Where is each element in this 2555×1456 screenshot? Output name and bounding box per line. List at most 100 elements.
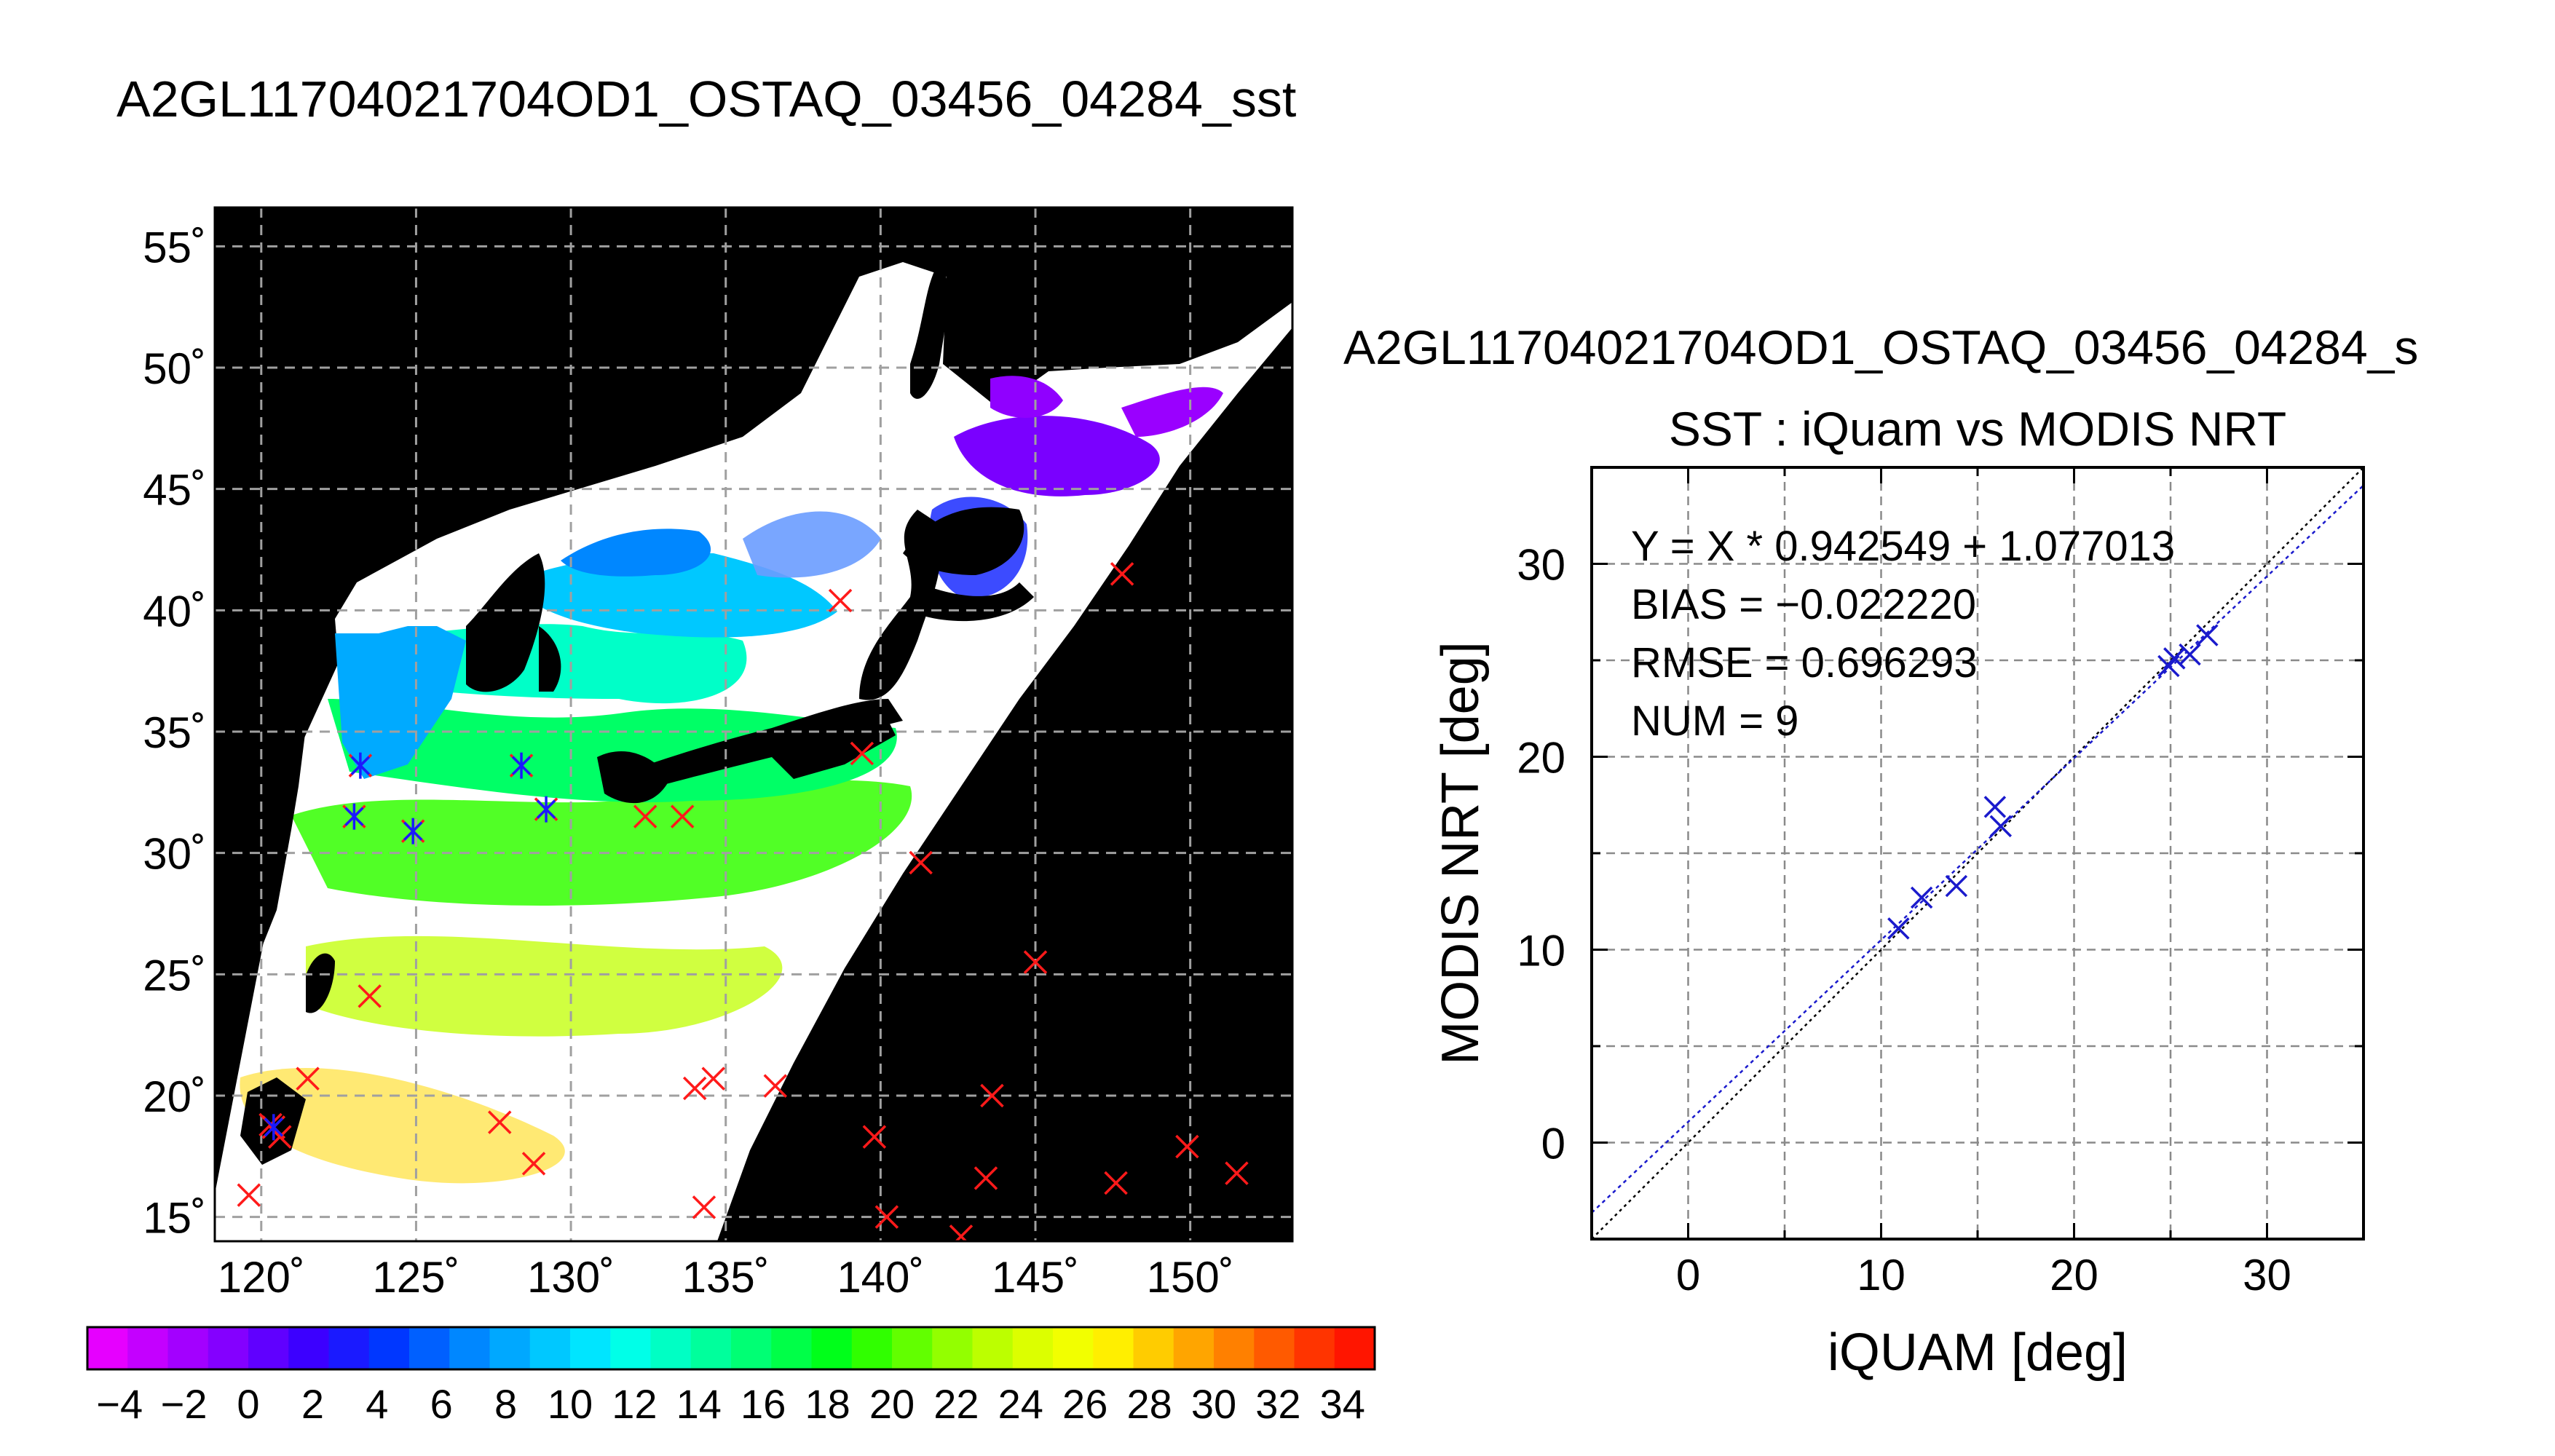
buoy-marker (237, 1183, 261, 1207)
colorbar-tick-label: −4 (96, 1381, 143, 1427)
longitude-tick-label: 130˚ (527, 1253, 615, 1302)
scatter-y-axis-label: MODIS NRT [deg] (1431, 641, 1490, 1065)
buoy-marker (682, 1076, 707, 1101)
colorbar: −4 −2 0 2 4 6 8 10 12 14 16 18 20 22 24 26 28 30 32 34 (86, 1326, 1376, 1427)
scatter-point (2179, 643, 2201, 666)
colorbar-tick-label: 30 (1191, 1381, 1236, 1427)
stats-annotation: BIAS = −0.022220 (1631, 581, 1976, 628)
scatter-points (1887, 624, 2219, 940)
colorbar-tick-label: 18 (805, 1381, 850, 1427)
buoy-marker (1175, 1134, 1199, 1159)
colorbar-tick-label: 22 (933, 1381, 979, 1427)
colorbar-tick-label: 32 (1255, 1381, 1300, 1427)
colorbar-frame (86, 1326, 1376, 1371)
scatter-y-tick-labels: 0 10 20 30 (1517, 541, 1565, 1168)
colorbar-tick-label: 6 (430, 1381, 453, 1427)
longitude-tick-labels: 120˚ 125˚ 130˚ 135˚ 140˚ 145˚ 150˚ (218, 1253, 1234, 1302)
colorbar-swatch (1294, 1327, 1335, 1369)
colorbar-swatch (409, 1327, 451, 1369)
matched-buoy-marker (344, 803, 364, 830)
latitude-tick-label: 40˚ (143, 587, 206, 636)
colorbar-swatch (167, 1327, 209, 1369)
matched-buoy-marker (536, 796, 556, 823)
buoy-marker (874, 1205, 899, 1229)
colorbar-swatch (731, 1327, 773, 1369)
colorbar-swatch (208, 1327, 249, 1369)
buoy-markers (237, 562, 1249, 1241)
scatter-tick-marks (1590, 466, 2365, 1241)
stats-annotations: Y = X * 0.942549 + 1.077013 BIAS = −0.022… (1631, 523, 2175, 745)
buoy-marker (828, 588, 853, 613)
map-frame (213, 206, 1294, 1243)
buoy-marker (296, 1067, 320, 1091)
latitude-tick-label: 15˚ (143, 1194, 206, 1243)
colorbar-tick-label: 28 (1126, 1381, 1172, 1427)
stats-annotation: RMSE = 0.696293 (1631, 639, 1978, 687)
colorbar-swatch (449, 1327, 491, 1369)
latitude-tick-label: 25˚ (143, 951, 206, 1000)
colorbar-swatch (972, 1327, 1014, 1369)
buoy-marker (521, 1152, 546, 1176)
scatter-point (2163, 647, 2186, 670)
scatter-point (1989, 815, 2013, 838)
scatter-x-tick-label: 20 (2050, 1251, 2098, 1299)
colorbar-tick-label: 2 (301, 1381, 324, 1427)
longitude-tick-label: 135˚ (682, 1253, 770, 1302)
colorbar-swatch (650, 1327, 692, 1369)
colorbar-tick-label: 16 (741, 1381, 786, 1427)
scatter-suptitle: A2GL11704021704OD1_OSTAQ_03456_04284_s (1343, 320, 2418, 374)
buoy-marker (358, 984, 382, 1008)
colorbar-swatch (570, 1327, 612, 1369)
colorbar-tick-label: 20 (869, 1381, 915, 1427)
matched-buoy-marker (511, 752, 532, 779)
colorbar-swatch (1254, 1327, 1295, 1369)
colorbar-swatch (610, 1327, 652, 1369)
scatter-y-tick-label: 0 (1541, 1120, 1565, 1168)
colorbar-swatch (1133, 1327, 1174, 1369)
latitude-tick-label: 45˚ (143, 466, 206, 515)
colorbar-swatches (87, 1327, 1375, 1369)
buoy-marker (633, 804, 657, 828)
sst-field (240, 376, 1223, 1184)
colorbar-tick-label: 14 (676, 1381, 722, 1427)
identity-line (1592, 467, 2364, 1239)
fit-line (1592, 484, 2364, 1214)
colorbar-swatch (851, 1327, 893, 1369)
buoy-marker (1104, 1171, 1128, 1195)
scatter-point (1983, 796, 2007, 818)
colorbar-swatch (811, 1327, 853, 1369)
colorbar-swatch (932, 1327, 974, 1369)
colorbar-swatch (1093, 1327, 1134, 1369)
colorbar-tick-labels: −4 −2 0 2 4 6 8 10 12 14 16 18 20 22 24 26 28 30 32 34 (96, 1381, 1365, 1427)
scatter-x-tick-label: 0 (1676, 1251, 1700, 1299)
scatter-point (1910, 886, 1933, 909)
colorbar-tick-label: 0 (237, 1381, 259, 1427)
matched-buoy-marker (403, 818, 423, 844)
sst-map-panel: 15˚ 20˚ 25˚ 30˚ 35˚ 40˚ 45˚ 50˚ 55˚ 120˚ 125˚ 130˚… (143, 206, 1294, 1302)
colorbar-swatch (1053, 1327, 1094, 1369)
scatter-point (1887, 917, 1910, 940)
colorbar-swatch (127, 1327, 169, 1369)
latitude-tick-label: 20˚ (143, 1072, 206, 1121)
scatter-point (2196, 624, 2219, 646)
scatter-y-tick-label: 10 (1517, 927, 1565, 976)
colorbar-swatch (1214, 1327, 1255, 1369)
scatter-x-tick-label: 10 (1857, 1251, 1906, 1299)
longitude-tick-label: 125˚ (372, 1253, 459, 1302)
colorbar-tick-label: −2 (161, 1381, 208, 1427)
latitude-tick-labels: 15˚ 20˚ 25˚ 30˚ 35˚ 40˚ 45˚ 50˚ 55˚ (143, 223, 206, 1242)
scatter-x-tick-label: 30 (2243, 1251, 2291, 1299)
matched-buoy-marker (350, 752, 371, 779)
colorbar-tick-label: 4 (366, 1381, 388, 1427)
main-title: A2GL11704021704OD1_OSTAQ_03456_04284_sst (117, 71, 1296, 127)
buoy-marker (1225, 1161, 1249, 1185)
colorbar-swatch (892, 1327, 933, 1369)
colorbar-swatch (529, 1327, 571, 1369)
buoy-marker (1110, 562, 1134, 586)
map-gridlines (215, 207, 1292, 1241)
buoy-marker (670, 804, 695, 828)
longitude-tick-label: 120˚ (218, 1253, 305, 1302)
scatter-y-tick-label: 20 (1517, 734, 1565, 783)
scatter-panel: A2GL11704021704OD1_OSTAQ_03456_04284_s S… (1343, 320, 2418, 1382)
